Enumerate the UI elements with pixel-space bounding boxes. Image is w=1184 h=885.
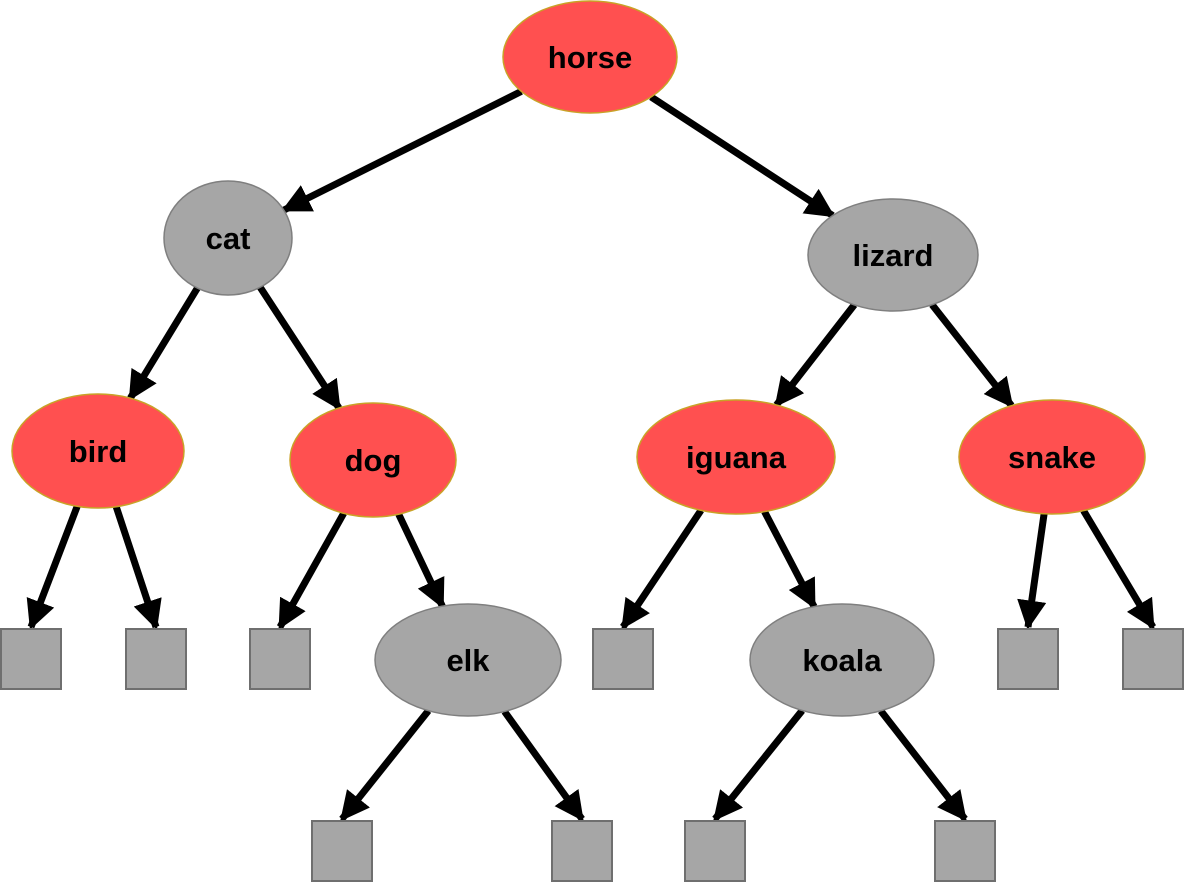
tree-node-dog: dog xyxy=(289,402,457,518)
node-ellipse-lizard xyxy=(807,198,979,312)
tree-node-elk: elk xyxy=(374,603,562,717)
tree-node-cat: cat xyxy=(163,180,293,296)
nil-leaf-snake-right xyxy=(1122,628,1184,690)
nil-leaf-bird-right xyxy=(125,628,187,690)
edge-dog-to-dog-left xyxy=(276,511,347,630)
edge-horse-to-lizard xyxy=(649,93,836,219)
node-ellipse-horse xyxy=(502,0,678,114)
node-ellipse-bird xyxy=(11,393,185,509)
edge-lizard-to-iguana xyxy=(773,302,858,408)
edges-layer xyxy=(26,88,1157,822)
node-label-bird: bird xyxy=(69,434,128,469)
edge-lizard-to-snake xyxy=(929,302,1015,409)
node-ellipse-dog xyxy=(289,402,457,518)
edge-koala-to-koala-right xyxy=(878,708,968,822)
edge-snake-to-snake-right xyxy=(1080,508,1157,630)
nil-leaf-koala-right xyxy=(934,820,996,882)
nil-leaf-snake-left xyxy=(997,628,1059,690)
nodes-layer: horse cat lizard bird dog iguana snake elk koala xyxy=(11,0,1146,717)
edge-cat-to-bird xyxy=(127,286,201,401)
node-label-lizard: lizard xyxy=(853,238,934,273)
nil-leaf-iguana-left xyxy=(592,628,654,690)
edge-elk-to-elk-right xyxy=(501,709,585,822)
tree-node-koala: koala xyxy=(749,603,935,717)
nil-leaf-bird-left xyxy=(0,628,62,690)
edge-iguana-to-iguana-left xyxy=(620,508,704,630)
edge-koala-to-koala-left xyxy=(712,708,805,822)
tree-node-bird: bird xyxy=(11,393,185,509)
edge-elk-to-elk-left xyxy=(339,708,432,822)
node-ellipse-cat xyxy=(163,180,293,296)
edge-bird-to-bird-left xyxy=(26,505,81,630)
node-ellipse-koala xyxy=(749,603,935,717)
tree-node-lizard: lizard xyxy=(807,198,979,312)
node-label-iguana: iguana xyxy=(686,440,787,475)
edge-dog-to-elk xyxy=(395,512,446,609)
edge-cat-to-dog xyxy=(257,285,342,411)
node-label-koala: koala xyxy=(802,643,882,678)
node-label-horse: horse xyxy=(548,40,632,75)
edge-snake-to-snake-left xyxy=(1017,513,1048,630)
node-label-snake: snake xyxy=(1008,440,1096,475)
tree-node-snake: snake xyxy=(958,399,1146,515)
nil-leaf-elk-right xyxy=(551,820,613,882)
nil-leaf-elk-left xyxy=(311,820,373,882)
tree-node-horse: horse xyxy=(502,0,678,114)
nil-leaf-koala-left xyxy=(684,820,746,882)
edge-bird-to-bird-right xyxy=(112,505,162,630)
edge-iguana-to-koala xyxy=(761,509,818,610)
node-label-cat: cat xyxy=(206,221,251,256)
nil-leaf-dog-left xyxy=(249,628,311,690)
node-label-elk: elk xyxy=(446,643,490,678)
nil-leaves-layer xyxy=(0,628,1184,882)
node-label-dog: dog xyxy=(345,443,402,478)
node-ellipse-iguana xyxy=(636,399,836,515)
edge-horse-to-cat xyxy=(281,88,523,214)
node-ellipse-snake xyxy=(958,399,1146,515)
tree-node-iguana: iguana xyxy=(636,399,836,515)
node-ellipse-elk xyxy=(374,603,562,717)
